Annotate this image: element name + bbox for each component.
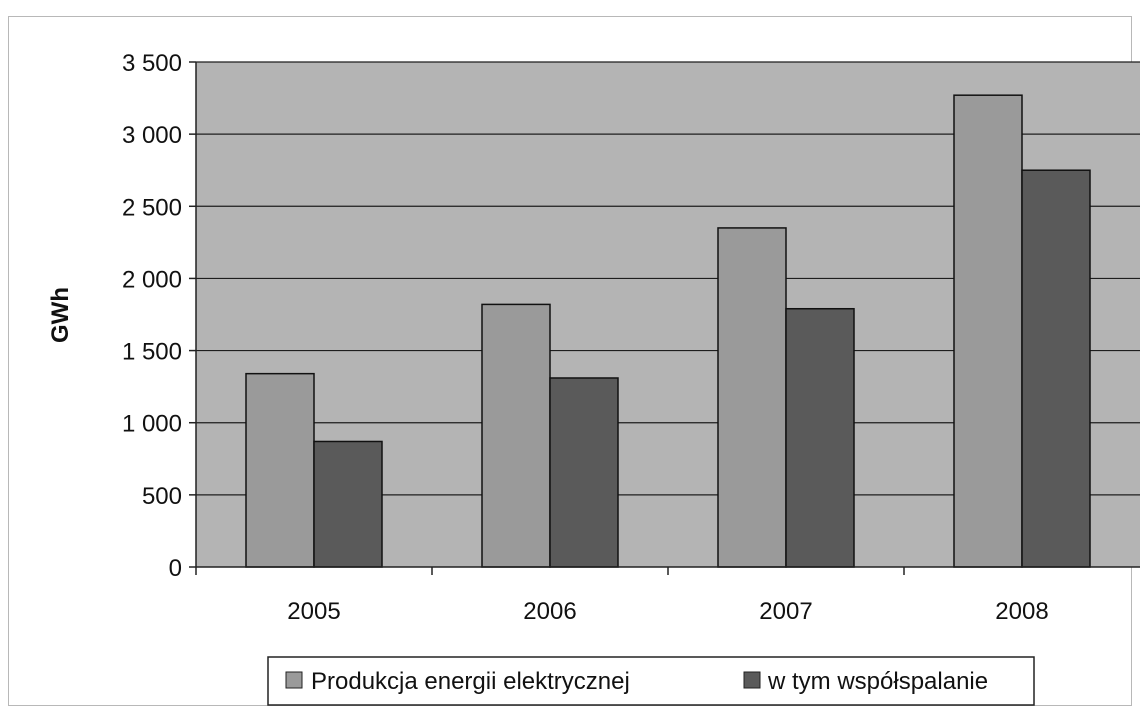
x-tick-label: 2008 (995, 598, 1048, 625)
legend-label-series-1: Produkcja energii elektrycznej (311, 668, 630, 695)
y-tick-label: 1 500 (122, 339, 182, 366)
bar-2006-series-2 (549, 377, 619, 568)
bar-2008-series-1 (953, 94, 1023, 568)
bar-2008-series-2 (1021, 169, 1091, 568)
x-tick-label: 2007 (759, 598, 812, 625)
legend-swatch-series-1 (285, 671, 303, 689)
bar-2006-series-1 (481, 303, 551, 568)
bar-2005-series-2 (313, 440, 383, 568)
x-tick-label: 2005 (287, 598, 340, 625)
y-tick-label: 2 500 (122, 194, 182, 221)
legend-swatch-series-2 (743, 671, 761, 689)
y-tick-label: 3 500 (122, 50, 182, 77)
bar-2007-series-2 (785, 307, 855, 568)
legend-label-series-2: w tym współspalanie (767, 668, 988, 695)
legend-box (267, 656, 1035, 706)
bar-2005-series-1 (245, 372, 315, 568)
bar-2007-series-1 (717, 227, 787, 568)
y-ticks: 0 500 1 000 1 500 2 000 2 500 3 000 3 500 (122, 50, 196, 582)
y-tick-label: 0 (169, 555, 182, 582)
y-tick-label: 3 000 (122, 122, 182, 149)
x-tick-label: 2006 (523, 598, 576, 625)
y-tick-label: 1 000 (122, 411, 182, 438)
x-ticks: 2005 2006 2007 2008 (195, 567, 1049, 625)
legend: Produkcja energii elektrycznej w tym wsp… (267, 656, 1035, 706)
y-tick-label: 2 000 (122, 266, 182, 293)
y-tick-label: 500 (142, 483, 182, 510)
y-axis-title: GWh (47, 287, 74, 343)
